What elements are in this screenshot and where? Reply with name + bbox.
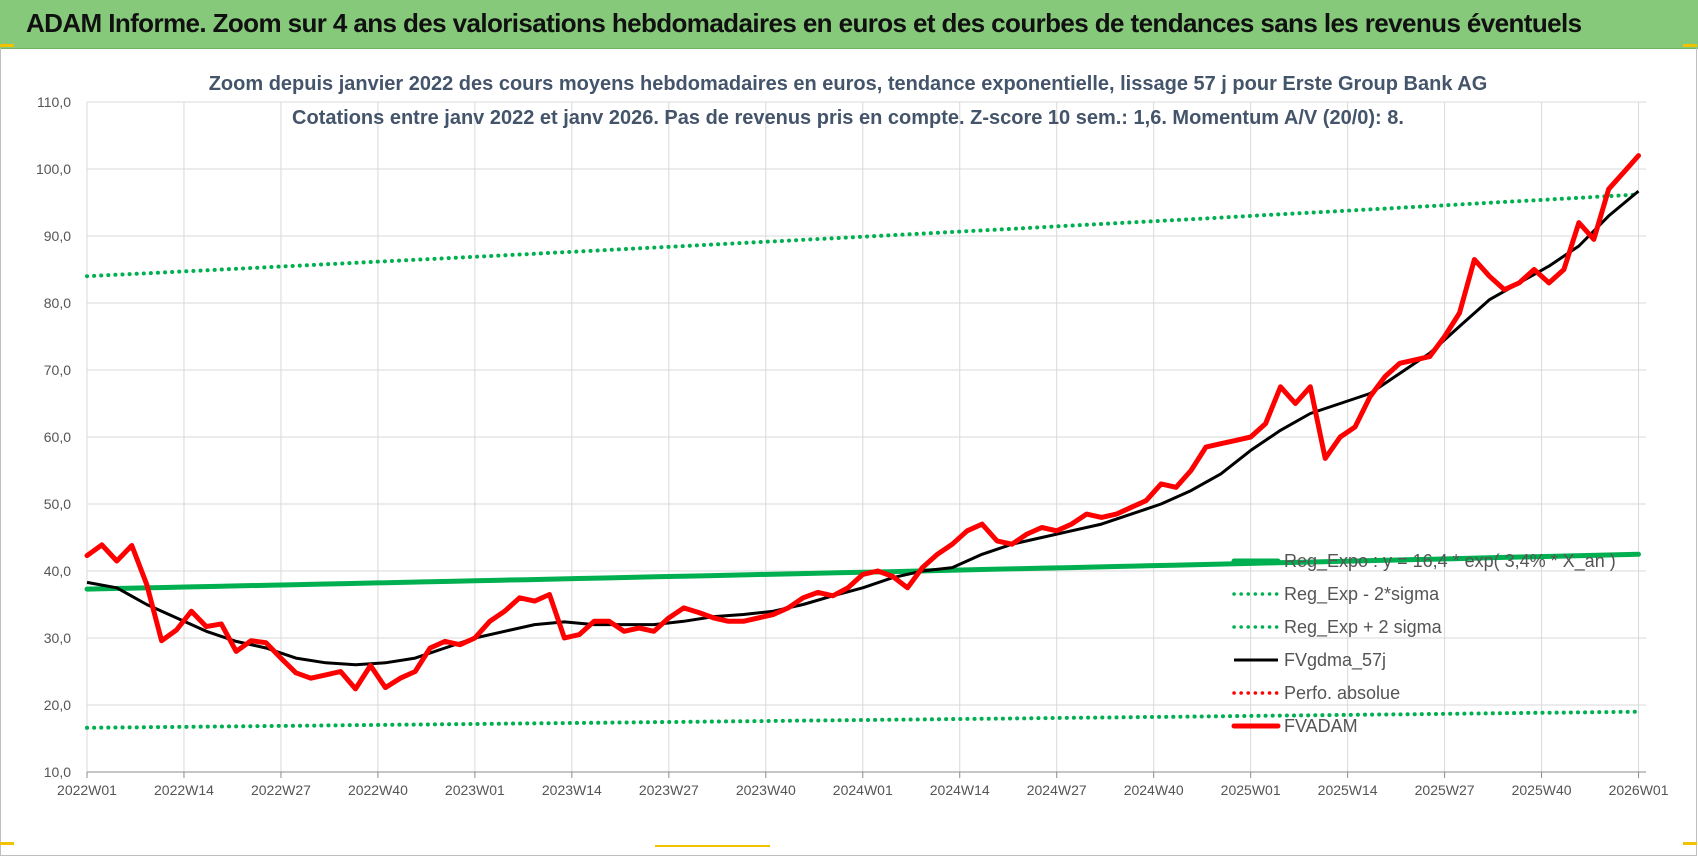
chart-title: Zoom depuis janvier 2022 des cours moyen… bbox=[209, 73, 1488, 95]
x-tick-label: 2024W01 bbox=[833, 782, 893, 798]
x-tick-label: 2025W01 bbox=[1221, 782, 1281, 798]
legend-label-6: FVADAM bbox=[1284, 716, 1358, 736]
corner-accent-top-left bbox=[0, 44, 14, 47]
y-axis-ticks: 10,0 20,0 30,0 40,0 50,0 60,0 70,0 80,0 90,0 100,… bbox=[36, 94, 71, 780]
legend-label-1: Reg_Expo : y = 16,4 * exp( 3,4% * X_an ) bbox=[1284, 551, 1616, 572]
x-tick-label: 2025W14 bbox=[1318, 782, 1378, 798]
x-axis-ticks: 2022W01 2022W14 2022W27 2022W40 2023W01 2023W… bbox=[57, 782, 1669, 798]
corner-accent-bottom-left bbox=[0, 842, 14, 845]
corner-accent-top-right bbox=[1683, 44, 1697, 47]
x-tick-label: 2022W14 bbox=[154, 782, 214, 798]
line-chart: Zoom depuis janvier 2022 des cours moyen… bbox=[36, 73, 1669, 798]
x-tick-label: 2025W40 bbox=[1512, 782, 1572, 798]
y-tick-label: 50,0 bbox=[44, 496, 71, 512]
x-tick-label: 2024W14 bbox=[930, 782, 990, 798]
title-banner: ADAM Informe. Zoom sur 4 ans des valoris… bbox=[0, 0, 1698, 49]
y-tick-label: 110,0 bbox=[37, 94, 71, 110]
legend-label-5: Perfo. absolue bbox=[1284, 683, 1400, 703]
corner-accent-bottom-right bbox=[1683, 842, 1697, 845]
x-tick-label: 2026W01 bbox=[1609, 782, 1669, 798]
y-tick-label: 40,0 bbox=[44, 563, 71, 579]
chart-legend: Reg_Expo : y = 16,4 * exp( 3,4% * X_an )… bbox=[1231, 551, 1616, 736]
x-tick-label: 2024W27 bbox=[1027, 782, 1087, 798]
page-title: ADAM Informe. Zoom sur 4 ans des valoris… bbox=[26, 8, 1582, 38]
y-tick-label: 80,0 bbox=[44, 295, 71, 311]
y-tick-label: 20,0 bbox=[44, 697, 71, 713]
series-line-6 bbox=[84, 153, 1641, 692]
legend-label-4: FVgdma_57j bbox=[1284, 650, 1386, 671]
x-tick-label: 2022W01 bbox=[57, 782, 117, 798]
x-tick-label: 2023W40 bbox=[736, 782, 796, 798]
legend-label-2: Reg_Exp - 2*sigma bbox=[1284, 584, 1440, 605]
x-tick-label: 2022W40 bbox=[348, 782, 408, 798]
y-tick-label: 60,0 bbox=[44, 429, 71, 445]
y-tick-label: 70,0 bbox=[44, 362, 71, 378]
y-tick-label: 100,0 bbox=[36, 161, 71, 177]
y-tick-label: 30,0 bbox=[44, 630, 71, 646]
bottom-accent-bar bbox=[655, 845, 770, 847]
x-tick-label: 2023W27 bbox=[639, 782, 699, 798]
series-line-2 bbox=[85, 709, 1641, 730]
y-tick-label: 90,0 bbox=[44, 228, 71, 244]
series-layer bbox=[84, 153, 1641, 730]
chart-subtitle: Cotations entre janv 2022 et janv 2026. … bbox=[292, 107, 1404, 129]
y-tick-label: 10,0 bbox=[44, 764, 71, 780]
x-tick-label: 2024W40 bbox=[1124, 782, 1184, 798]
x-tick-label: 2025W27 bbox=[1415, 782, 1475, 798]
x-tick-label: 2023W14 bbox=[542, 782, 602, 798]
chart-frame bbox=[0, 48, 1697, 856]
legend-label-3: Reg_Exp + 2 sigma bbox=[1284, 617, 1443, 638]
x-tick-label: 2022W27 bbox=[251, 782, 311, 798]
x-tick-label: 2023W01 bbox=[445, 782, 505, 798]
